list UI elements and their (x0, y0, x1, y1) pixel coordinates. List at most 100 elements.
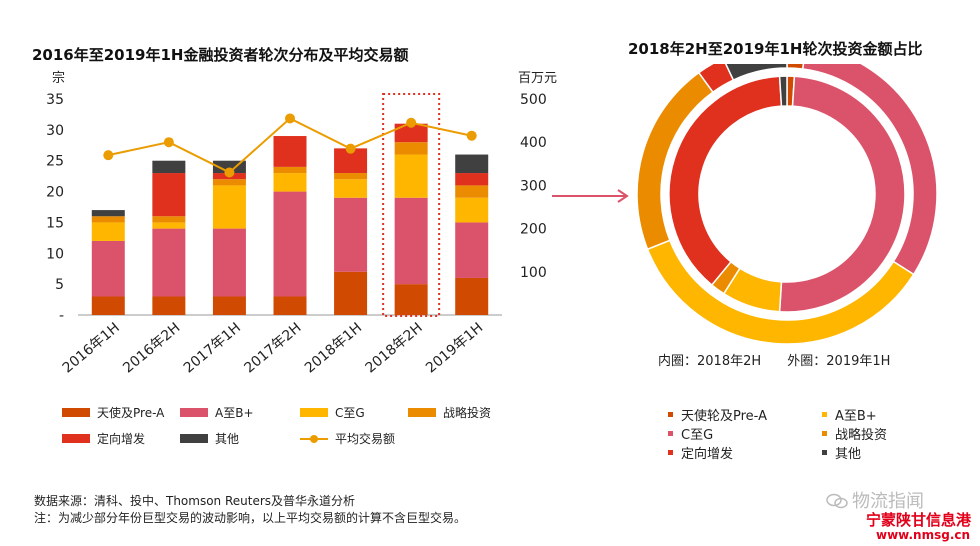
bar-segment-c_to_g (394, 154, 428, 198)
bar-segment-a_to_bplus (334, 197, 368, 272)
legend-dot (822, 450, 827, 455)
y-axis-label: 宗 (52, 70, 65, 86)
y-tick-label: 20 (46, 185, 64, 201)
y2-tick-label: 400 (520, 135, 547, 151)
legend-label: 其他 (835, 447, 862, 462)
watermark-brand-text: 物流指闻 (852, 491, 924, 512)
legend-item-c-to-g: C至G (300, 404, 365, 421)
bar-segment-c_to_g (91, 222, 125, 241)
donut-chart (637, 64, 937, 345)
legend-dot (668, 431, 673, 436)
bar-segment-directed (273, 136, 307, 167)
bar-segment-a_to_bplus (394, 197, 428, 285)
bar-segment-a_to_bplus (455, 222, 489, 278)
bar-segment-strategic (212, 179, 246, 186)
legend-line-swatch (300, 434, 328, 443)
legend-label: A至B+ (215, 406, 254, 420)
arrow-icon (552, 189, 629, 203)
bar-segment-other (91, 210, 125, 217)
avg-deal-point (345, 143, 356, 154)
legend-dot (668, 412, 673, 417)
bar-segment-strategic (152, 216, 186, 223)
legend-dot (822, 431, 827, 436)
legend-label: C至G (335, 406, 365, 420)
legend-swatch (180, 408, 208, 417)
legend-swatch (62, 408, 90, 417)
watermark-site-url: www.nmsg.cn (876, 528, 971, 542)
donut-slice-other (724, 64, 788, 81)
highlight-box (382, 93, 441, 317)
donut-legend-item: 战略投资 (822, 424, 887, 443)
bar-segment-c_to_g (334, 179, 368, 198)
y2-tick-label: 200 (520, 222, 547, 238)
bar-segment-angel (394, 284, 428, 315)
bar-segment-c_to_g (212, 185, 246, 229)
bar-segment-c_to_g (152, 222, 186, 229)
legend-dot (668, 450, 673, 455)
y-tick-label: - (59, 308, 64, 324)
bar-segment-a_to_bplus (273, 191, 307, 297)
x-tick-label: 2017年1H (181, 320, 244, 377)
bar-segment-directed (152, 173, 186, 217)
bar-segment-angel (91, 296, 125, 315)
bar-segment-angel (212, 296, 246, 315)
inner-ring-caption: 内圈：2018年2H (658, 354, 762, 369)
legend-item-strategic: 战略投资 (408, 404, 491, 421)
source-note: 数据来源：清科、投中、Thomson Reuters及普华永道分析 (34, 494, 356, 508)
legend-label: 其他 (215, 432, 240, 446)
bar-segment-strategic (455, 185, 489, 198)
bar-segment-a_to_bplus (152, 228, 186, 297)
donut-slice-directed (668, 75, 783, 286)
legend-item-a-to-bplus: A至B+ (180, 404, 254, 421)
legend-swatch (408, 408, 436, 417)
bar-segment-strategic (273, 166, 307, 174)
x-tick-label: 2018年2H (363, 320, 426, 377)
legend-swatch (180, 434, 208, 443)
legend-label: 战略投资 (443, 406, 492, 420)
donut-legend-item: 其他 (822, 443, 861, 462)
y-tick-label: 35 (46, 92, 64, 108)
y2-tick-label: 100 (520, 265, 547, 281)
notes: 数据来源：清科、投中、Thomson Reuters及普华永道分析 注：为减少部… (34, 493, 466, 527)
donut-legend-item: 天使轮及Pre-A (668, 405, 767, 424)
bar-segment-c_to_g (455, 197, 489, 223)
donut-legend-item: 定向增发 (668, 443, 733, 462)
legend-dot (822, 412, 827, 417)
y-tick-label: 5 (55, 277, 64, 293)
y-tick-label: 15 (46, 215, 64, 231)
bar-segment-strategic (91, 216, 125, 223)
legend-label: 平均交易额 (335, 432, 396, 446)
legend-item-angel: 天使及Pre-A (62, 404, 164, 421)
donut-legend-item: A至B+ (822, 405, 877, 424)
legend-swatch (62, 434, 90, 443)
x-tick-label: 2018年1H (302, 320, 365, 377)
legend-label: 定向增发 (97, 432, 146, 446)
x-tick-label: 2016年2H (120, 320, 183, 377)
bar-segment-a_to_bplus (91, 240, 125, 297)
footnote: 注：为减少部分年份巨型交易的波动影响，以上平均交易额的计算不含巨型交易。 (34, 511, 467, 525)
donut-legend-item: C至G (668, 424, 713, 443)
legend-label: 天使及Pre-A (97, 406, 165, 420)
y-tick-label: 30 (46, 123, 64, 139)
bar-segment-angel (455, 277, 489, 315)
wechat-icon (826, 493, 848, 509)
watermark-site-name: 宁蒙陕甘信息港 (866, 511, 972, 529)
legend-item-avg-line: 平均交易额 (300, 430, 395, 447)
y2-axis-label: 百万元 (518, 71, 557, 86)
avg-deal-point (466, 130, 477, 141)
bar-segment-angel (334, 271, 368, 315)
bar-segment-directed (394, 123, 428, 143)
bar-segment-c_to_g (273, 173, 307, 192)
bar-segment-other (152, 160, 186, 174)
y-tick-label: 25 (46, 154, 64, 170)
legend-item-other: 其他 (180, 430, 239, 447)
y2-tick-label: 500 (520, 92, 547, 108)
bar-segment-a_to_bplus (212, 228, 246, 297)
legend-label: A至B+ (835, 409, 877, 424)
bar-segment-angel (152, 296, 186, 315)
legend-item-directed: 定向增发 (62, 430, 145, 447)
bar-segment-strategic (394, 142, 428, 155)
bar-segment-other (455, 154, 489, 174)
x-tick-label: 2017年2H (241, 320, 304, 377)
legend-label: C至G (681, 428, 714, 443)
